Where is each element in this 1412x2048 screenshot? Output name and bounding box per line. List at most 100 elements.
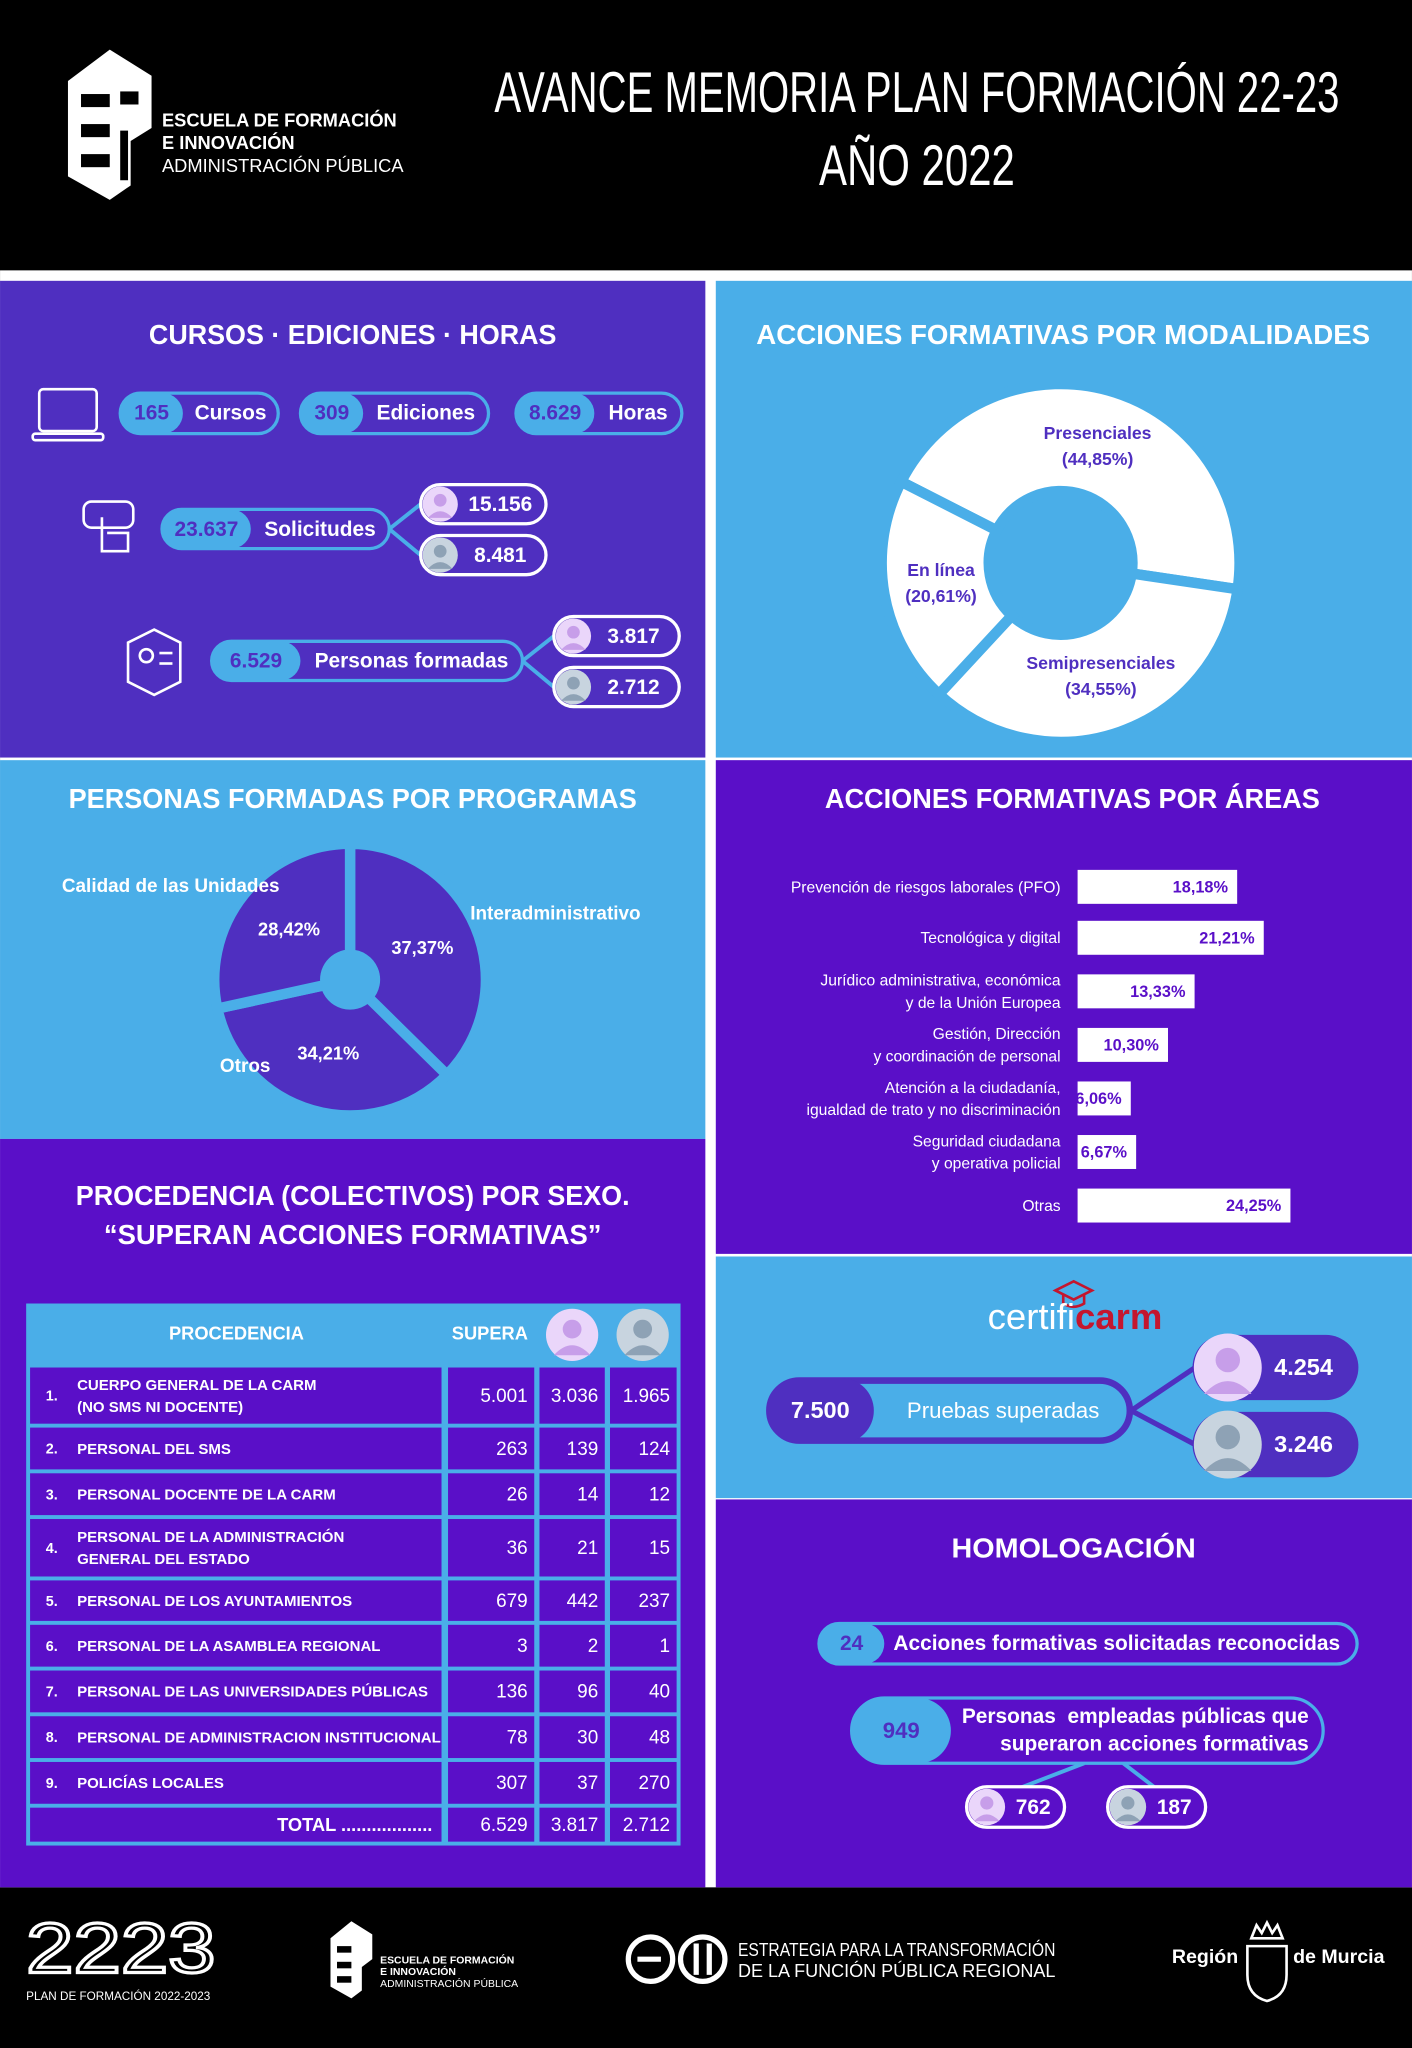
table-cell: [448, 1519, 535, 1577]
table-cell: [448, 1367, 535, 1424]
plan-label: PLAN DE FORMACIÓN 2022-2023: [26, 1990, 211, 2003]
cell-value: 78: [507, 1727, 528, 1748]
table-cell: [610, 1807, 677, 1842]
slice-value: (20,61%): [905, 586, 977, 606]
bar-value: 21,21%: [1199, 929, 1255, 947]
icon-id-head: [138, 647, 155, 664]
cell-value: 2.712: [623, 1815, 670, 1836]
row-number: 5.: [46, 1594, 58, 1610]
pie-slice: [876, 474, 1020, 702]
slice-label: Presenciales: [1044, 423, 1152, 443]
branch: [521, 634, 556, 663]
table-cell: [30, 1367, 442, 1424]
cell-value: 30: [577, 1727, 598, 1748]
avatar-body: [427, 562, 453, 569]
avatar-body: [561, 694, 586, 701]
avatar-body: [1204, 1458, 1252, 1472]
table-title: PROCEDENCIA (COLECTIVOS) POR SEXO.: [76, 1180, 630, 1211]
table-cell: [30, 1473, 442, 1516]
table-cell: [30, 1519, 442, 1577]
table-cell: [539, 1580, 605, 1621]
stat-value: 24: [840, 1632, 864, 1655]
avatar-body: [1115, 1814, 1141, 1822]
cell-value: 263: [496, 1439, 528, 1460]
shield: [1246, 1944, 1288, 2003]
stat-label: Pruebas superadas: [907, 1398, 1099, 1423]
table-cell: [448, 1807, 535, 1842]
bar-value: 24,25%: [1226, 1197, 1282, 1215]
row-name: POLICÍAS LOCALES: [77, 1775, 224, 1792]
icon-ring: [625, 1934, 676, 1984]
strategy-icon: [625, 1934, 728, 1984]
counter-number-pill: [515, 393, 595, 434]
school-text: ADMINISTRACIÓN PÚBLICA: [380, 1977, 518, 1990]
table-cell: [610, 1624, 677, 1667]
cell-value: 3.036: [551, 1386, 598, 1407]
chart-title: ACCIONES FORMATIVAS POR MODALIDADES: [756, 319, 1370, 350]
page-title: AVANCE MEMORIA PLAN FORMACIÓN 22-23: [494, 61, 1339, 125]
stat-number-pill: [211, 641, 301, 681]
icon-bubble: [82, 500, 135, 529]
pie-hole: [325, 954, 375, 1005]
logo-part: carm: [1075, 1296, 1162, 1337]
row-name: CUERPO GENERAL DE LA CARM: [77, 1377, 316, 1394]
row-name: PERSONAL DE ADMINISTRACION INSTITUCIONAL: [77, 1729, 441, 1746]
panel-areas: [715, 760, 1412, 1254]
branch: [1129, 1408, 1197, 1447]
plan-logo: 2223: [26, 1909, 215, 1988]
row-number: 9.: [46, 1776, 58, 1792]
stat-label: Personas empleadas públicas que: [962, 1705, 1309, 1728]
chart-title: PERSONAS FORMADAS POR PROGRAMAS: [69, 783, 637, 814]
avatar-head: [1215, 1424, 1241, 1450]
table-cell: [30, 1624, 442, 1667]
cell-value: 6.529: [480, 1815, 527, 1836]
cell-value: 1.965: [623, 1386, 670, 1407]
table-cell: [448, 1670, 535, 1713]
branch: [388, 527, 422, 557]
bar-category: y de la Unión Europea: [906, 995, 1061, 1012]
bar: [1077, 920, 1264, 955]
table-cell: [448, 1580, 535, 1621]
cell-value: 2: [588, 1636, 599, 1657]
stat-value: 6.529: [230, 650, 282, 673]
icon-hand: [100, 517, 130, 553]
logo-cut: [120, 91, 139, 105]
slice-value: (34,55%): [1065, 679, 1137, 699]
logo-text: ESCUELA DE FORMACIÓN: [162, 109, 397, 130]
table-cell: [30, 1807, 442, 1842]
table-cell: [610, 1427, 677, 1470]
person-value: 762: [1016, 1796, 1051, 1819]
bar-category: y operativa policial: [932, 1156, 1061, 1173]
slice-label: Calidad de las Unidades: [62, 876, 280, 897]
crown: [1249, 1919, 1285, 1940]
person-value: 4.254: [1274, 1354, 1333, 1380]
row-number: 6.: [46, 1639, 58, 1655]
stat-value: 949: [883, 1718, 920, 1743]
logo-part: certifi: [988, 1296, 1075, 1337]
bar-category: Otras: [1022, 1198, 1060, 1215]
avatar-head: [633, 1319, 653, 1339]
person-value: 8.481: [474, 544, 527, 567]
person-value: 187: [1157, 1796, 1192, 1819]
avatar-body: [974, 1814, 1000, 1822]
panel-homologation: [715, 1499, 1412, 1888]
footer-logo: [330, 1921, 373, 1999]
table-cell: [30, 1427, 442, 1470]
table-cell: [539, 1761, 605, 1804]
bar-category: Atención a la ciudadanía,: [885, 1080, 1061, 1097]
avatar-head: [1215, 1347, 1241, 1373]
table-cell: [610, 1367, 677, 1424]
avatar-body: [624, 1345, 661, 1356]
cell-value: 679: [496, 1591, 528, 1612]
counter-label: Ediciones: [377, 402, 476, 425]
bar: [1077, 1135, 1137, 1169]
table-cell: [610, 1670, 677, 1713]
section-title: HOMOLOGACIÓN: [952, 1533, 1196, 1564]
icon-id: [126, 628, 182, 697]
bar-category: Prevención de riesgos laborales (PFO): [791, 879, 1061, 896]
cell-value: 139: [567, 1439, 599, 1460]
avatar-body: [1204, 1381, 1252, 1394]
bar-category: igualdad de trato y no discriminación: [806, 1102, 1060, 1119]
